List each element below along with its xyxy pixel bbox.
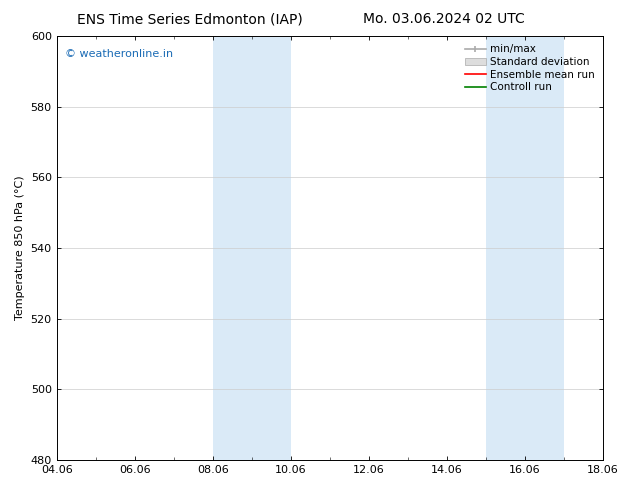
- Text: © weatheronline.in: © weatheronline.in: [65, 49, 173, 59]
- Text: Mo. 03.06.2024 02 UTC: Mo. 03.06.2024 02 UTC: [363, 12, 525, 26]
- Y-axis label: Temperature 850 hPa (°C): Temperature 850 hPa (°C): [15, 176, 25, 320]
- Legend: min/max, Standard deviation, Ensemble mean run, Controll run: min/max, Standard deviation, Ensemble me…: [462, 41, 598, 96]
- Bar: [486, 36, 564, 460]
- Bar: [213, 36, 291, 460]
- Text: ENS Time Series Edmonton (IAP): ENS Time Series Edmonton (IAP): [77, 12, 303, 26]
